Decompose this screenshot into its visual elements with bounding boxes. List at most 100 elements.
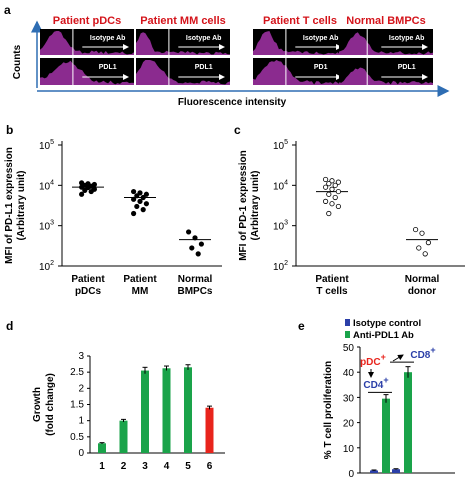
data-point <box>192 235 198 241</box>
category-label: Normal <box>405 274 440 285</box>
marker-label: PDL1 <box>398 64 416 71</box>
data-point <box>322 176 329 183</box>
histogram-title-3: Patient T cells <box>263 15 337 27</box>
marker-label: PDL1 <box>195 64 213 71</box>
panel-d-chart: 0 0.5 1 1.5 2 2.5 3 Growth (fold change) 1 2 3 4 5 6 <box>32 351 225 472</box>
y-tick-label: 30 <box>343 393 355 404</box>
category-label: 4 <box>164 461 170 472</box>
legend-label: Anti-PDL1 Ab <box>353 330 414 341</box>
y-axis-label: (Arbitrary unit) <box>16 171 27 241</box>
histogram-fill <box>253 60 347 85</box>
data-point <box>186 229 192 235</box>
data-point <box>198 241 204 247</box>
legend-label: Isotype control <box>353 318 421 329</box>
panel-letter-c: c <box>234 123 241 137</box>
data-point <box>85 184 91 191</box>
y-tick-label: 105 <box>273 139 288 152</box>
category-label: 1 <box>99 461 105 472</box>
data-point <box>143 191 149 197</box>
data-point <box>326 181 332 187</box>
data-point <box>335 188 341 195</box>
category-label: 2 <box>121 461 127 472</box>
y-tick-label: 0 <box>78 448 84 459</box>
category-label: Patient <box>123 274 157 285</box>
histogram-title-1: Patient pDCs <box>53 15 121 27</box>
data-point <box>79 184 85 190</box>
y-tick-label: 40 <box>343 368 355 379</box>
category-label: 6 <box>207 461 213 472</box>
y-tick-label: 105 <box>39 139 54 152</box>
y-tick-label: 10 <box>343 444 355 455</box>
marker-label: PD1 <box>314 64 328 71</box>
category-label: 3 <box>142 461 148 472</box>
panel-letter-a: a <box>4 3 11 17</box>
isotype-label: Isotype Ab <box>90 35 126 42</box>
y-axis-label: % T cell proliferation <box>323 361 334 459</box>
histogram-fill <box>40 31 134 55</box>
bar <box>141 370 149 453</box>
y-axis-label: (fold change) <box>45 373 56 436</box>
data-point <box>140 207 146 213</box>
y-tick-label: 104 <box>39 179 54 192</box>
pdc-annotation: pDC+ <box>360 352 386 368</box>
data-point <box>416 245 422 251</box>
category-label: pDCs <box>75 286 102 297</box>
histogram-fill <box>339 67 433 85</box>
data-point <box>422 251 428 257</box>
data-point <box>143 201 149 207</box>
bar <box>392 469 400 473</box>
data-point <box>329 201 335 207</box>
data-point <box>322 198 329 204</box>
arrow-right <box>392 354 404 362</box>
isotype-label: Isotype Ab <box>389 35 425 42</box>
cd4-annotation: CD4+ <box>363 375 388 391</box>
y-axis-label: (Arbitrary unit) <box>250 171 261 241</box>
y-tick-label: 50 <box>343 343 355 354</box>
data-point <box>140 194 146 201</box>
y-tick-label: 3 <box>78 351 84 362</box>
data-point <box>335 179 341 185</box>
histogram-title-4: Normal BMPCs <box>346 15 425 27</box>
data-point <box>82 187 88 193</box>
data-point <box>189 245 195 251</box>
data-point <box>335 203 341 210</box>
data-point <box>134 203 140 210</box>
data-point <box>329 178 335 184</box>
y-axis-label: MFI of PD-L1 expression <box>4 147 15 264</box>
bar <box>162 368 171 453</box>
data-point <box>195 251 201 257</box>
y-tick-label: 102 <box>39 260 54 273</box>
counts-axis-label: Counts <box>12 44 23 79</box>
legend-swatch <box>345 319 350 326</box>
panel-a-histograms: Counts Fluorescence intensity Patient pD… <box>12 15 450 108</box>
category-label: Patient <box>71 274 105 285</box>
y-tick-label: 0 <box>348 469 354 480</box>
histogram-title-2: Patient MM cells <box>140 15 226 27</box>
data-point <box>131 196 137 202</box>
data-point <box>332 194 338 201</box>
category-label: donor <box>408 286 436 297</box>
fluorescence-axis-label: Fluorescence intensity <box>178 97 287 108</box>
data-point <box>322 184 329 190</box>
panel-c-chart: 102 103 104 105 MFI of PD-1 expression (Arbit… <box>238 139 465 297</box>
cd8-annotation: CD8+ <box>410 345 435 361</box>
data-point <box>419 230 425 236</box>
data-point <box>137 190 143 196</box>
category-label: MM <box>132 286 149 297</box>
data-point <box>425 240 431 246</box>
data-point <box>134 193 140 199</box>
y-tick-label: 103 <box>273 220 288 233</box>
data-point <box>326 191 332 197</box>
bar <box>184 367 192 453</box>
histogram-fill <box>40 60 134 85</box>
data-point <box>137 198 143 204</box>
data-point <box>332 182 338 188</box>
isotype-label: Isotype Ab <box>186 35 222 42</box>
y-tick-label: 2 <box>78 383 84 394</box>
bar <box>404 372 412 473</box>
marker-label: PDL1 <box>99 64 117 71</box>
histogram-fill <box>136 32 230 55</box>
y-axis-label: MFI of PD-1 expression <box>238 150 249 261</box>
y-tick-label: 20 <box>343 419 355 430</box>
histogram-fill <box>253 31 347 55</box>
